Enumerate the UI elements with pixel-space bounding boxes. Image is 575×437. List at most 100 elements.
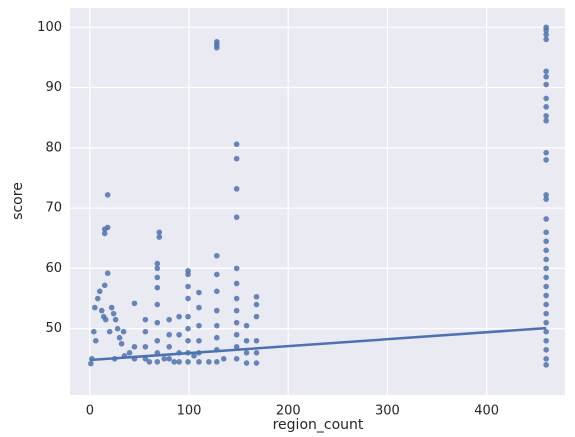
point — [131, 300, 138, 307]
plot-area — [70, 8, 565, 395]
point — [543, 292, 549, 299]
point — [233, 343, 240, 350]
point — [253, 337, 260, 344]
point — [233, 265, 240, 272]
point — [142, 316, 149, 323]
point — [543, 192, 549, 198]
point — [543, 36, 549, 43]
point — [206, 359, 212, 365]
point — [154, 265, 161, 272]
point — [176, 331, 182, 338]
point — [214, 334, 220, 341]
point — [154, 301, 161, 308]
point — [543, 104, 549, 110]
point — [253, 313, 260, 320]
point — [154, 359, 161, 365]
y-axis-title: score — [10, 182, 26, 220]
point — [214, 322, 220, 329]
point — [118, 340, 125, 347]
point — [543, 265, 549, 272]
point — [233, 356, 240, 362]
point — [543, 117, 549, 124]
point — [543, 149, 549, 156]
point — [98, 307, 105, 314]
point — [196, 289, 202, 296]
point — [154, 260, 161, 267]
point — [233, 307, 240, 314]
x-tick-label: 400 — [474, 404, 499, 419]
point — [543, 68, 549, 75]
point — [233, 331, 240, 338]
point — [233, 295, 240, 302]
point — [156, 229, 163, 236]
point — [214, 44, 220, 51]
point — [214, 307, 220, 314]
point — [171, 359, 177, 365]
y-tick-label: 80 — [45, 140, 62, 155]
x-tick-label: 200 — [276, 404, 301, 419]
point — [543, 27, 549, 34]
point — [214, 359, 220, 365]
point — [543, 346, 549, 353]
point — [166, 343, 172, 350]
point — [91, 304, 98, 311]
point — [166, 331, 172, 338]
point — [176, 359, 182, 365]
point — [104, 270, 111, 277]
point — [166, 316, 172, 323]
x-tick-label: 300 — [375, 404, 400, 419]
point — [243, 322, 250, 329]
point — [196, 359, 202, 365]
point — [102, 316, 109, 323]
point — [114, 325, 121, 332]
y-tick-label: 50 — [45, 321, 62, 336]
point — [543, 283, 549, 290]
point — [543, 310, 549, 317]
point — [253, 301, 260, 308]
point — [120, 328, 127, 335]
point — [108, 304, 115, 311]
point — [543, 362, 549, 368]
point — [543, 216, 549, 222]
point — [543, 229, 549, 236]
point — [233, 141, 240, 148]
point — [214, 271, 220, 278]
x-tick-label: 100 — [177, 404, 202, 419]
point — [233, 214, 240, 220]
point — [176, 313, 182, 320]
point — [543, 113, 549, 119]
point — [233, 280, 240, 287]
y-tick-label: 100 — [37, 20, 62, 35]
point — [253, 360, 260, 366]
point — [154, 274, 161, 281]
point — [146, 359, 153, 365]
point — [101, 226, 108, 233]
point — [543, 73, 549, 80]
point — [185, 325, 191, 332]
point — [253, 293, 260, 300]
point — [185, 337, 191, 344]
point — [543, 81, 549, 88]
point — [101, 230, 108, 237]
point — [243, 360, 250, 366]
point — [185, 295, 191, 302]
y-tick-label: 60 — [45, 261, 62, 276]
x-axis-title: region_count — [273, 417, 364, 433]
point — [142, 328, 149, 335]
point — [91, 328, 97, 335]
point — [142, 343, 149, 350]
point — [154, 319, 161, 326]
point — [220, 356, 227, 362]
point — [543, 31, 549, 38]
point — [110, 310, 117, 317]
point — [161, 356, 168, 362]
point — [166, 356, 172, 362]
point — [116, 334, 123, 341]
trend-line — [89, 326, 547, 362]
point — [185, 313, 191, 320]
point — [185, 283, 191, 290]
point — [543, 238, 549, 245]
point — [543, 196, 549, 202]
point — [106, 328, 113, 335]
